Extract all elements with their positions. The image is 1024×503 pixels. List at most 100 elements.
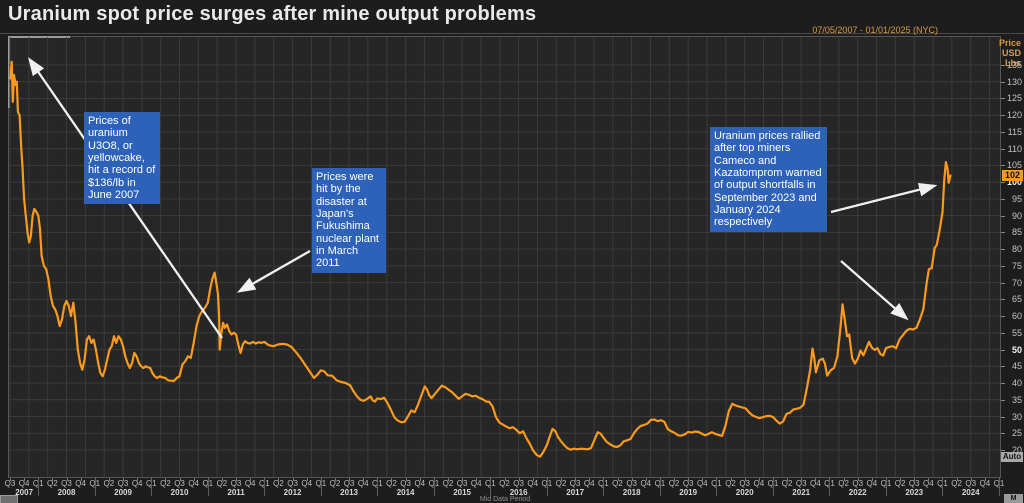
x-axis-year-label: 2012	[283, 488, 302, 497]
axis-unit-usd: USD	[1001, 48, 1021, 58]
x-axis-quarter-label: Q4	[244, 479, 256, 488]
x-axis-quarter-label: Q4	[301, 479, 313, 488]
x-axis-year-separator	[772, 479, 774, 496]
x-axis-quarter-label: Q2	[781, 479, 793, 488]
y-axis-tick	[1001, 215, 1005, 217]
x-axis-year-separator	[603, 479, 605, 496]
x-axis-tick	[10, 478, 11, 481]
x-axis-quarter-label: Q3	[343, 479, 355, 488]
x-axis-quarter-label: Q2	[555, 479, 567, 488]
x-axis-year-label: 2017	[566, 488, 585, 497]
y-axis-tick	[1001, 349, 1005, 351]
x-axis-year-separator	[716, 479, 718, 496]
y-axis-tick	[1001, 198, 1005, 200]
annotation-2007-record: Prices of uranium U3O8, or yellowcake, h…	[84, 112, 160, 205]
y-axis-label: 135	[1006, 60, 1022, 70]
x-axis-year-label: 2022	[848, 488, 867, 497]
x-axis-tick	[405, 478, 407, 481]
x-axis-quarter-label: Q3	[908, 479, 920, 488]
x-axis-tick	[80, 478, 82, 481]
x-axis-year-label: 2010	[170, 488, 189, 497]
x-axis-tick	[730, 478, 732, 481]
x-axis-tick	[900, 478, 902, 481]
x-axis-quarter-label: Q2	[216, 479, 228, 488]
x-axis-tick	[984, 478, 986, 481]
y-axis-tick	[1001, 299, 1005, 301]
x-axis-tick	[137, 478, 139, 481]
x-axis-quarter-label: Q2	[838, 479, 849, 488]
x-axis-tick	[292, 478, 294, 481]
x-axis-year-label: 2007	[15, 488, 34, 497]
x-axis-tick	[306, 478, 308, 481]
x-axis-quarter-label: Q4	[18, 479, 30, 488]
x-axis-year-separator	[885, 479, 887, 496]
x-axis-footer-label: Mid Data Period	[479, 496, 531, 503]
x-axis-tick	[631, 478, 633, 481]
x-axis-tick	[193, 478, 195, 481]
y-axis-label: 105	[1006, 160, 1022, 171]
x-axis-tick	[447, 478, 449, 481]
x-axis-year-separator	[829, 479, 831, 496]
annotation-output-shortfalls: Uranium prices rallied after top miners …	[710, 127, 827, 232]
last-price-badge: 102	[1002, 169, 1023, 181]
auto-scale-button[interactable]: Auto	[1001, 452, 1023, 462]
x-axis-tick	[688, 478, 690, 481]
x-axis-tick	[871, 478, 873, 481]
x-axis-quarter-label: Q3	[965, 479, 977, 488]
x-axis-quarter-label: Q2	[894, 479, 906, 488]
x-axis-year-separator	[94, 479, 96, 496]
x-axis-quarter-label: Q4	[923, 479, 934, 488]
bottom-right-control-chip[interactable]: M	[1004, 494, 1023, 503]
x-axis-tick	[123, 478, 125, 481]
x-axis-year-label: 2008	[57, 488, 76, 497]
x-axis-quarter-label: Q3	[61, 479, 72, 488]
x-axis-tick	[787, 478, 789, 481]
x-axis-year-label: 2016	[509, 488, 528, 497]
x-axis-tick	[476, 478, 478, 481]
x-axis-year-label: 2020	[735, 488, 754, 497]
y-axis-label: 120	[1006, 110, 1022, 121]
plot-area[interactable]	[8, 36, 1001, 478]
y-axis-label: 65	[1011, 294, 1022, 305]
chart-title: Uranium spot price surges after mine out…	[8, 3, 537, 25]
title-bar: Uranium spot price surges after mine out…	[0, 0, 1024, 34]
y-axis-label: 85	[1011, 227, 1022, 238]
x-axis-tick	[236, 478, 238, 481]
x-axis-year-separator	[659, 479, 661, 496]
x-axis-quarter-label: Q4	[470, 479, 482, 488]
y-axis-label: 95	[1011, 193, 1022, 204]
y-axis-label: 125	[1006, 93, 1022, 104]
x-axis-tick	[801, 478, 803, 481]
x-axis-tick	[278, 478, 280, 481]
gridlines	[9, 37, 1000, 477]
y-axis-tick	[1001, 433, 1005, 435]
x-axis-year-label: 2018	[622, 488, 641, 497]
x-axis-quarter-label: Q3	[4, 479, 16, 488]
x-axis-tick	[66, 478, 68, 481]
y-axis-tick	[1001, 316, 1005, 318]
y-axis-label: 75	[1011, 260, 1022, 271]
y-axis-label: 45	[1011, 361, 1022, 372]
y-axis-label: 100	[1006, 177, 1022, 188]
x-axis-tick	[744, 478, 746, 481]
bottom-left-control-chip[interactable]	[0, 495, 18, 503]
x-axis-quarter-label: Q4	[753, 479, 765, 488]
x-axis-year-separator	[38, 479, 40, 496]
y-axis-tick	[1001, 366, 1005, 368]
x-axis-tick	[857, 478, 859, 481]
y-axis-label: 70	[1011, 277, 1022, 288]
x-axis-tick	[250, 478, 252, 481]
x-axis-quarter-label: Q3	[174, 479, 185, 488]
x-axis-quarter-label: Q2	[160, 479, 171, 488]
x-axis-quarter-label: Q4	[583, 479, 595, 488]
y-axis-tick	[1001, 416, 1005, 418]
x-axis-tick	[674, 478, 676, 481]
x-axis-quarter-label: Q2	[273, 479, 284, 488]
x-axis-tick	[363, 478, 365, 481]
x-axis-tick	[914, 478, 916, 481]
x-axis-quarter-label: Q3	[682, 479, 694, 488]
x-axis-quarter-label: Q2	[442, 479, 454, 488]
x-axis-quarter-label: Q2	[499, 479, 510, 488]
